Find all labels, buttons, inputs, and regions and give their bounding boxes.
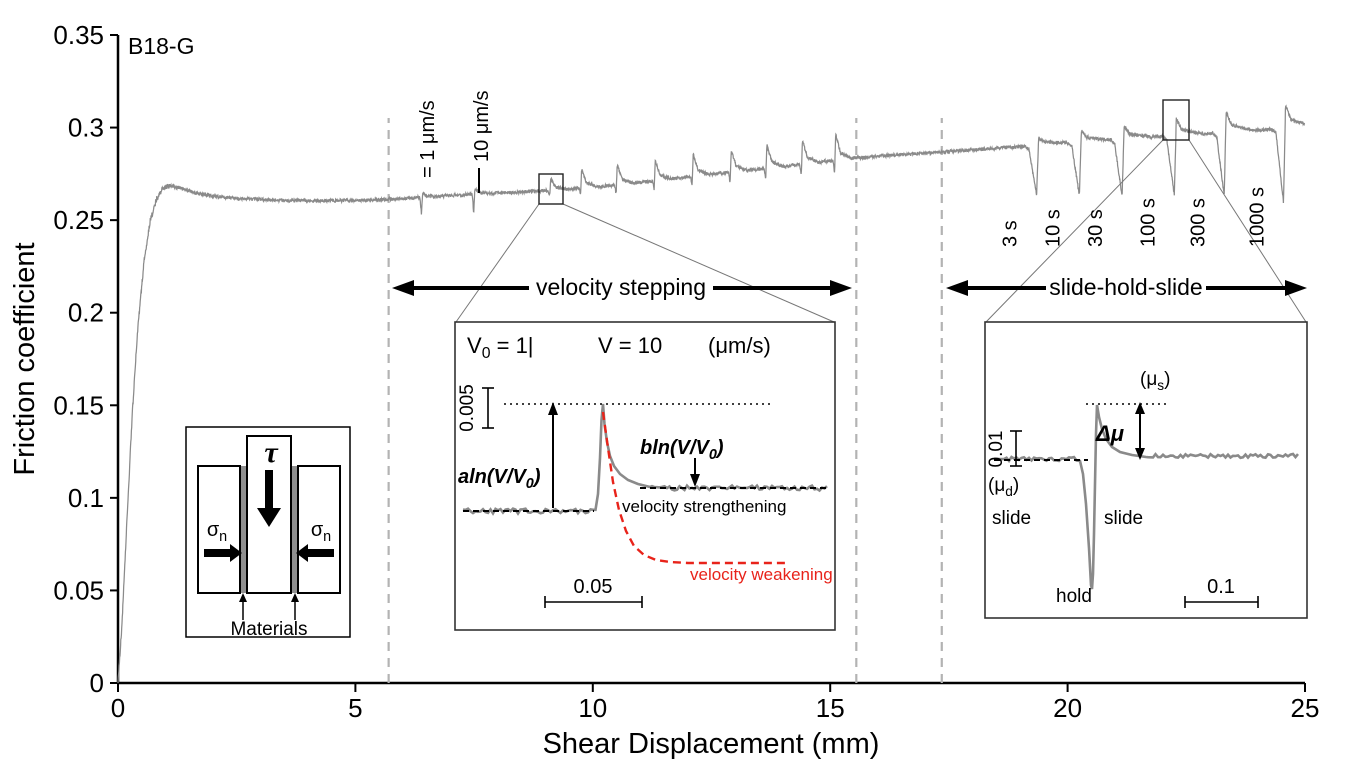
sigma-right-arrow-head <box>296 544 308 562</box>
hold-time-label: 1000 s <box>1247 187 1269 247</box>
b-effect-arrow-head <box>690 474 700 487</box>
sigma-n-left-label: σn <box>207 519 227 545</box>
x-tick-label: 20 <box>1053 693 1082 723</box>
shs-vscale-label: 0.01 <box>986 431 1007 468</box>
delta-mu-arrow-head-bottom <box>1135 448 1145 460</box>
velocity-stepping-label-bg <box>529 271 713 303</box>
v-label: V = 10 <box>598 333 662 358</box>
side-block-right <box>297 465 341 594</box>
arrow-head-left <box>392 280 414 296</box>
x-tick-label: 10 <box>578 693 607 723</box>
sigma-left-arrow-head <box>230 544 242 562</box>
y-tick-label: 0.05 <box>53 575 104 605</box>
slide-left-label: slide <box>992 508 1031 529</box>
axes: 0 5 10 15 20 25 0 0.05 0.1 0.15 0.2 0.25 0.3 0.35 <box>53 20 1319 723</box>
arrow-head-left <box>946 280 968 296</box>
shs-inset-box <box>984 321 1308 619</box>
tau-arrow-head <box>257 508 281 527</box>
hold-time-labels: 3 s 10 s 30 s 100 s 300 s 1000 s <box>1000 187 1269 247</box>
vstep-units-label: (μm/s) <box>708 333 771 358</box>
shs-hscale-label: 0.1 <box>1207 576 1235 598</box>
slide-hold-slide-label-bg <box>1046 271 1206 303</box>
mu-s-label: (μs) <box>1140 369 1170 393</box>
hold-label: hold <box>1056 586 1092 607</box>
velocity-strengthening-label: velocity strengthening <box>622 497 786 516</box>
side-block-left <box>197 465 241 594</box>
connector-line <box>985 139 1164 323</box>
y-tick-label: 0.15 <box>53 390 104 420</box>
materials-arrow-right-head <box>291 593 299 602</box>
hold-time-label: 10 s <box>1042 209 1064 247</box>
mu-d-label: (μd) <box>988 475 1019 499</box>
sigma-n-right-label: σn <box>311 519 331 545</box>
b-effect-label: bln(V/V0) <box>640 437 724 463</box>
sample-label: B18-G <box>128 33 194 59</box>
arrow-head-right <box>1285 280 1307 296</box>
a-effect-arrow-head <box>548 402 558 415</box>
hold-time-label: 3 s <box>1000 220 1022 247</box>
shear-schematic: τ σn σn Materials <box>185 426 351 640</box>
shs-inset-graphics <box>993 402 1299 608</box>
hold-time-label: 300 s <box>1187 198 1209 247</box>
vstep-inset-box <box>454 321 836 631</box>
delta-mu-arrow-head-top <box>1135 402 1145 414</box>
gouge-layer-right <box>291 466 298 593</box>
x-tick-label: 15 <box>816 693 845 723</box>
materials-label: Materials <box>230 619 307 640</box>
y-tick-label: 0.1 <box>68 483 104 513</box>
velocity-weakening-curve <box>601 411 786 565</box>
slide-right-label: slide <box>1104 508 1143 529</box>
connector-line <box>455 203 540 323</box>
friction-trace-path <box>117 104 1306 684</box>
y-tick-label: 0.35 <box>53 20 104 50</box>
x-tick-label: 5 <box>348 693 362 723</box>
tau-label: τ <box>264 436 279 469</box>
y-tick-label: 0 <box>90 668 104 698</box>
arrow-head-right <box>830 280 852 296</box>
sigma-right-arrow-shaft <box>308 549 334 557</box>
vstep-hscale-label: 0.05 <box>574 576 613 598</box>
section-dividers <box>387 118 943 683</box>
hold-time-label: 30 s <box>1085 209 1107 247</box>
y-tick-label: 0.2 <box>68 298 104 328</box>
v0-label: V0 = 1| <box>467 333 534 362</box>
vstep-vscale-label: 0.005 <box>457 384 478 432</box>
shs-zoom-trace <box>993 404 1299 590</box>
zoom-box-vstep <box>538 173 564 205</box>
materials-arrow-left-head <box>239 593 247 602</box>
velocity-10-label: 10 μm/s <box>471 90 493 162</box>
gouge-layer-left <box>240 466 247 593</box>
slide-hold-slide-label: slide-hold-slide <box>1049 274 1202 300</box>
vstep-inset-graphics <box>462 387 828 608</box>
y-axis-title: Friction coefficient <box>9 242 41 475</box>
a-effect-label: aln(V/V0) <box>458 466 541 492</box>
sigma-left-arrow-shaft <box>204 549 230 557</box>
y-tick-label: 0.3 <box>68 113 104 143</box>
tau-arrow-shaft <box>265 470 273 508</box>
zoom-box-shs <box>1162 99 1190 141</box>
connector-line <box>562 203 835 323</box>
x-tick-label: 0 <box>111 693 125 723</box>
friction-trace <box>117 104 1306 684</box>
delta-mu-label: Δμ <box>1095 421 1124 446</box>
x-tick-label: 25 <box>1291 693 1320 723</box>
velocity-weakening-label: velocity weakening <box>690 565 833 584</box>
x-axis-title: Shear Displacement (mm) <box>543 728 880 760</box>
hold-time-label: 100 s <box>1137 198 1159 247</box>
velocity-1-label: = 1 μm/s <box>417 100 439 178</box>
velocity-stepping-label: velocity stepping <box>536 274 706 300</box>
y-tick-label: 0.25 <box>53 205 104 235</box>
